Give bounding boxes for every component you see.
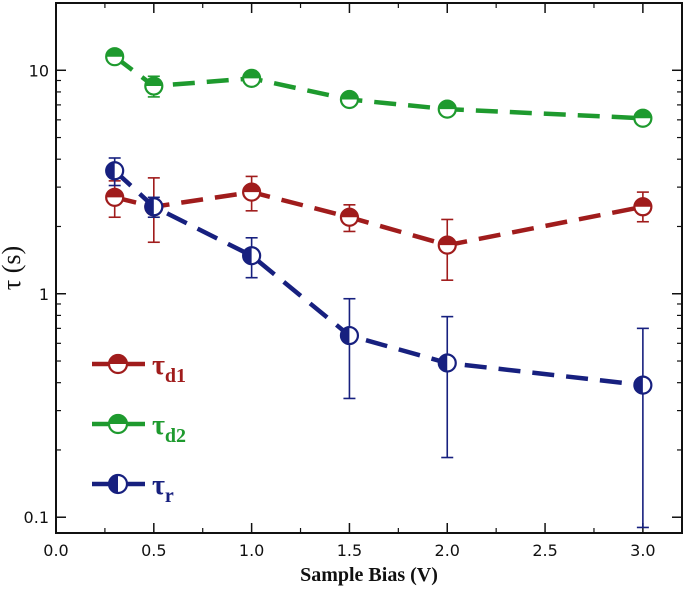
series-d1 — [105, 175, 653, 281]
series-d2 — [105, 47, 653, 128]
marker-fill — [438, 100, 456, 110]
marker-fill — [243, 69, 261, 79]
marker-fill — [106, 188, 124, 198]
legend-item-r: τr — [92, 470, 174, 507]
data-point — [105, 47, 125, 67]
legend-label: τd1 — [152, 350, 186, 387]
marker-fill — [634, 109, 652, 119]
data-point — [339, 89, 360, 110]
marker-fill — [145, 198, 154, 216]
data-point — [633, 375, 653, 395]
x-tick-label: 2.0 — [435, 541, 460, 560]
legend-label: τr — [152, 470, 174, 507]
data-point — [437, 99, 457, 119]
x-tick-label: 3.0 — [630, 541, 655, 560]
marker-fill — [634, 198, 652, 207]
series-line — [113, 54, 643, 121]
error-bar — [441, 315, 454, 459]
legend-symbol: τ — [152, 470, 165, 501]
x-axis-title: Sample Bias (V) — [300, 564, 438, 586]
data-point — [633, 197, 653, 217]
marker-fill — [340, 90, 358, 100]
legend-subscript: d2 — [165, 425, 186, 447]
data-point — [242, 246, 262, 266]
legend-symbol: τ — [152, 410, 165, 441]
marker-fill — [145, 77, 163, 87]
error-bar — [636, 327, 649, 529]
legend-subscript: r — [165, 485, 174, 507]
marker-fill — [340, 327, 350, 345]
plot-frame — [55, 2, 683, 534]
marker-fill — [106, 48, 124, 57]
data-point — [105, 187, 125, 207]
data-point — [437, 235, 457, 255]
marker-fill — [243, 183, 261, 193]
error-bar — [343, 297, 356, 400]
data-point — [437, 353, 457, 373]
x-tick-label: 0.0 — [43, 541, 68, 560]
legend-marker — [107, 353, 129, 375]
data-point — [105, 161, 125, 181]
marker-fill — [438, 236, 456, 246]
legend-item-d2: τd2 — [92, 410, 186, 447]
legend-item-d1: τd1 — [92, 350, 186, 387]
data-point — [339, 207, 360, 227]
marker-fill — [109, 355, 127, 364]
marker-fill — [340, 208, 358, 218]
y-tick-label: 1 — [39, 285, 49, 304]
x-tick-label: 0.5 — [141, 541, 166, 560]
marker-fill — [634, 376, 643, 394]
marker-fill — [243, 247, 252, 265]
series-r — [105, 157, 653, 529]
legend-label: τd2 — [152, 410, 186, 447]
data-point — [633, 108, 653, 128]
data-point — [144, 197, 164, 217]
y-tick-label: 10 — [29, 61, 49, 80]
y-tick-label: 0.1 — [24, 508, 49, 527]
legend-symbol: τ — [152, 350, 165, 381]
y-axis-title: τ (s) — [0, 246, 26, 290]
x-tick-label: 2.5 — [532, 541, 557, 560]
marker-fill — [109, 475, 118, 493]
x-tick-label: 1.5 — [337, 541, 362, 560]
series-line — [114, 189, 644, 248]
data-point — [242, 182, 262, 202]
data-point — [144, 76, 164, 96]
data-point — [242, 68, 262, 88]
x-tick-label: 1.0 — [239, 541, 264, 560]
marker-fill — [106, 162, 115, 180]
legend-marker — [107, 413, 129, 435]
data-point — [339, 325, 360, 346]
legend-subscript: d1 — [165, 365, 186, 387]
marker-fill — [109, 415, 127, 424]
legend-marker — [107, 473, 129, 495]
marker-fill — [438, 354, 448, 372]
